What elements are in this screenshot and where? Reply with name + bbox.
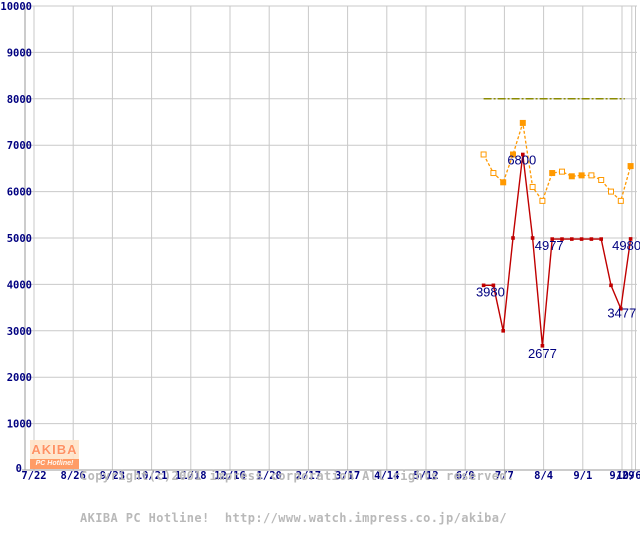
lowest-price-marker (619, 306, 623, 311)
lowest-price-marker (609, 283, 613, 288)
y-axis-tick-label: 5000 (7, 233, 32, 245)
x-axis-tick-label: 3/17 (335, 470, 360, 480)
x-axis-tick-label: 7/22 (21, 470, 46, 480)
x-axis-tick-label: 12/16 (214, 470, 246, 480)
average-price-marker-filled (627, 163, 634, 170)
average-price-marker-filled (549, 170, 556, 177)
axes (22, 6, 640, 471)
x-axis-tick-label: 7/7 (495, 470, 514, 480)
price-history-chart: 0 1000 2000 3000 4000 5000 6000 7000 8000 9000 100… (0, 1, 640, 480)
lowest-price-marker (511, 236, 515, 240)
lowest-price-marker (521, 152, 525, 157)
y-axis-tick-label: 3000 (7, 326, 32, 338)
lowest-price-marker (550, 237, 554, 241)
x-axis-tick-label: 8/4 (534, 470, 553, 480)
point-value-labels: 3980 6800 2677 4977 3477 4980 (476, 152, 640, 360)
copyright-line2: AKIBA PC Hotline! http://www.watch.impre… (80, 511, 507, 525)
average-price-marker-hollow (598, 177, 605, 183)
lowest-price-marker (491, 283, 496, 288)
lowest-price-marker (570, 237, 574, 241)
x-axis-tick-label: 6/9 (456, 470, 475, 480)
y-axis-tick-label: 9000 (7, 47, 32, 59)
average-price-marker-hollow (617, 197, 624, 204)
average-price-line (483, 122, 632, 203)
x-axis-tick-label: 8/26 (61, 470, 86, 480)
average-price-marker-hollow (559, 168, 565, 175)
point-value-label: 4980 (612, 238, 640, 253)
average-price-marker-hollow (480, 151, 487, 158)
x-axis-tick-label: 5/12 (413, 470, 438, 480)
y-axis-tick-label: 2000 (7, 372, 32, 384)
point-value-label: 3980 (476, 284, 505, 299)
point-value-label: 2677 (528, 346, 557, 361)
series-lowest-price (481, 152, 633, 348)
x-axis-tick-label: 9/29 (609, 470, 634, 480)
y-axis-tick-label: 8000 (7, 94, 32, 106)
average-price-marker-filled (510, 151, 516, 158)
average-price-marker-hollow (608, 188, 614, 195)
y-axis-tick-label: 1000 (7, 419, 32, 431)
y-axis-tick-label: 4000 (7, 279, 32, 291)
x-axis-tick-label: 2/17 (296, 470, 321, 480)
lowest-price-marker (628, 237, 633, 241)
average-price-marker-hollow (539, 197, 546, 204)
point-value-label: 6800 (507, 152, 536, 167)
average-price-marker-hollow (490, 170, 497, 177)
x-axis-tick-label: 9/1 (573, 470, 592, 480)
y-axis-tick-label: 6000 (7, 187, 32, 199)
y-axis-tick-label: 0 (16, 463, 22, 475)
x-axis-tick-label: 10/21 (136, 470, 168, 480)
point-value-label: 4977 (535, 238, 564, 253)
lowest-price-marker (560, 237, 564, 241)
lowest-price-marker (589, 237, 594, 241)
lowest-price-marker (501, 329, 505, 333)
average-price-marker-filled (568, 173, 575, 180)
x-axis-tick-labels: 7/22 8/26 9/23 10/21 11/18 12/16 1/20 2/17 3/17 4… (21, 470, 640, 480)
point-value-label: 3477 (607, 306, 636, 321)
lowest-price-marker (579, 237, 584, 241)
x-axis-tick-label: 9/23 (100, 470, 125, 480)
average-price-marker-hollow (529, 183, 536, 190)
lowest-price-marker (481, 283, 486, 288)
x-axis-tick-label: 11/18 (175, 470, 207, 480)
y-axis-tick-label: 7000 (7, 140, 32, 152)
series-average-price (480, 119, 634, 204)
lowest-price-line (483, 154, 632, 346)
x-axis-tick-label: 10/6 (616, 470, 640, 480)
x-axis-tick-label: 1/20 (257, 470, 282, 480)
lowest-price-marker (599, 237, 603, 241)
average-price-marker-filled (578, 172, 585, 179)
lowest-price-marker (530, 236, 535, 240)
average-price-marker-hollow (588, 172, 595, 179)
average-price-marker-filled (519, 119, 526, 126)
y-axis-tick-label: 10000 (0, 1, 32, 13)
average-price-marker-filled (500, 179, 507, 186)
lowest-price-marker (540, 343, 545, 348)
x-axis-tick-label: 4/14 (374, 470, 399, 480)
y-axis-tick-labels: 0 1000 2000 3000 4000 5000 6000 7000 8000 9000 100… (0, 1, 32, 475)
